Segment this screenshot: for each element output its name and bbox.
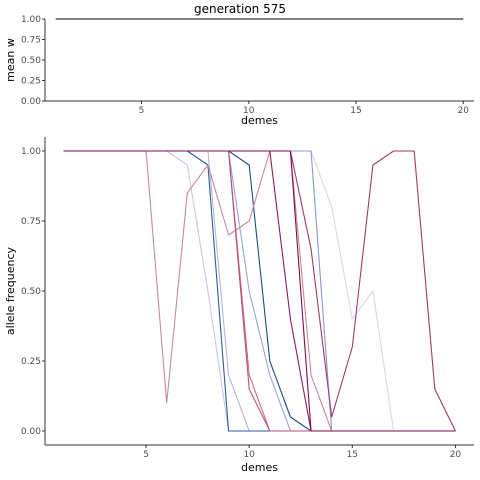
y-tick-label: 0.75 (21, 217, 41, 227)
y-axis-title: mean w (4, 38, 17, 82)
plot-title: generation 575 (194, 2, 286, 16)
series-line-11 (63, 150, 456, 432)
y-axis-title: allele frequency (4, 246, 17, 335)
series-line-5 (63, 150, 456, 432)
series-line-10 (63, 150, 456, 432)
y-tick-label: 0.00 (21, 427, 41, 437)
x-tick-label: 20 (450, 450, 462, 460)
series-line-6 (63, 150, 456, 432)
series-line-9 (63, 150, 456, 432)
y-tick-label: 0.00 (21, 97, 41, 107)
x-axis-title: demes (241, 461, 278, 474)
series-line-12 (63, 150, 456, 432)
x-tick-label: 20 (458, 106, 470, 116)
x-tick-group: 5 10 15 20 (143, 445, 461, 460)
mean-fitness-panel: generation 575 5 10 15 20 0.00 0.25 0.50 0.75 1… (4, 2, 474, 127)
allele-frequency-panel: 5 10 15 20 0.00 0.25 0.50 0.75 1.00 demes allel… (4, 137, 474, 474)
series-line-1 (63, 150, 456, 432)
series-line-13 (63, 150, 456, 432)
x-tick-label: 5 (143, 450, 149, 460)
series-line-2 (63, 150, 456, 432)
series-line-7 (63, 150, 456, 432)
series-line-4 (63, 150, 456, 432)
x-tick-label: 15 (347, 450, 358, 460)
y-tick-group: 0.00 0.25 0.50 0.75 1.00 (21, 15, 45, 107)
y-tick-label: 0.25 (21, 77, 41, 87)
y-tick-group: 0.00 0.25 0.50 0.75 1.00 (21, 147, 45, 437)
x-tick-label: 15 (350, 106, 361, 116)
series-line-8 (63, 150, 456, 432)
y-tick-label: 1.00 (21, 15, 41, 25)
x-axis-title: demes (241, 114, 278, 127)
series-line-3 (63, 150, 456, 432)
x-tick-group: 5 10 15 20 (139, 101, 470, 116)
y-tick-label: 0.50 (21, 287, 41, 297)
x-tick-label: 5 (139, 106, 145, 116)
x-tick-label: 10 (243, 450, 255, 460)
y-tick-label: 0.50 (21, 56, 41, 66)
y-tick-label: 1.00 (21, 147, 41, 157)
y-tick-label: 0.25 (21, 357, 41, 367)
y-tick-label: 0.75 (21, 36, 41, 46)
allele-frequency-series-group (63, 150, 456, 432)
x-tick-label: 10 (243, 106, 255, 116)
